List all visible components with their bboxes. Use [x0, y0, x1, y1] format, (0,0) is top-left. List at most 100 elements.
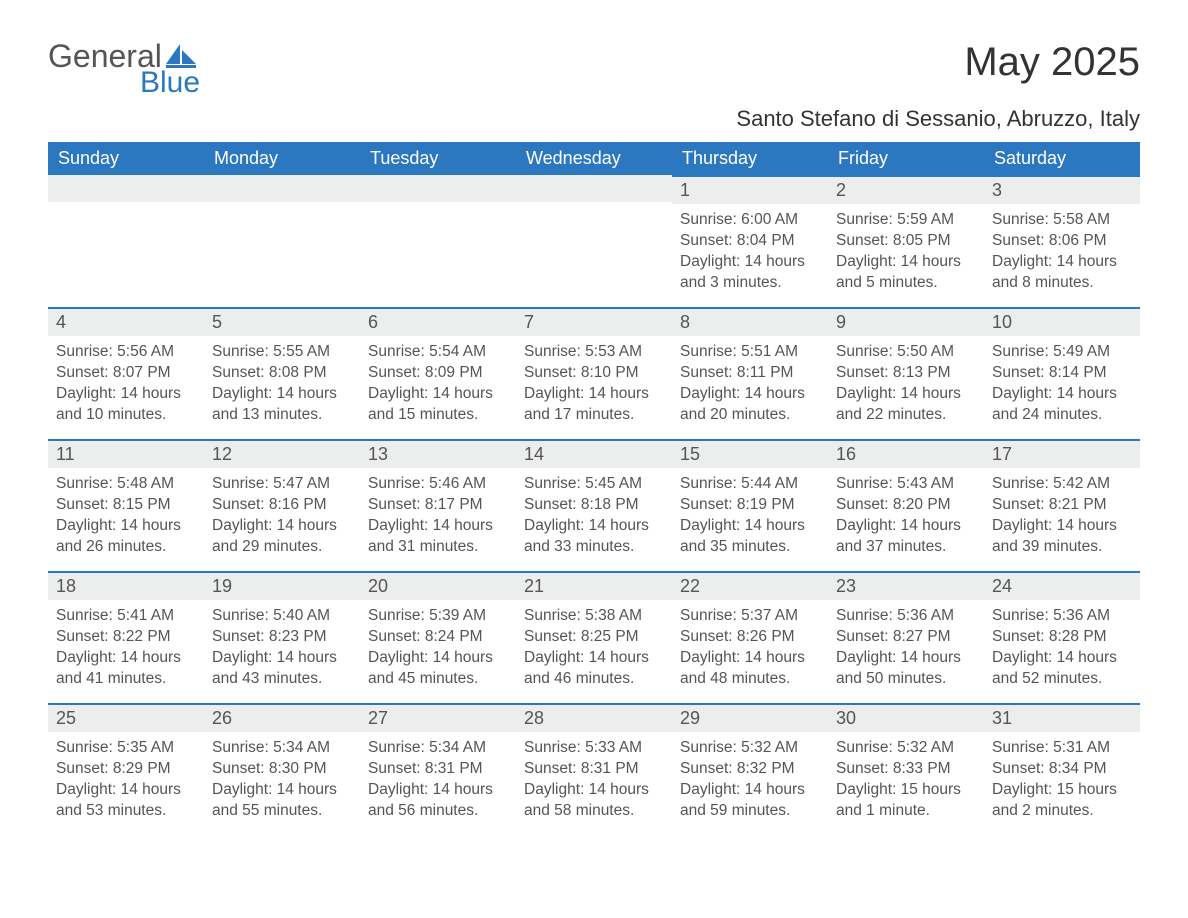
day-number: 13: [360, 441, 516, 468]
empty-day-bar: [360, 175, 516, 202]
sunset-line: Sunset: 8:19 PM: [680, 495, 820, 516]
sunrise-line: Sunrise: 5:32 AM: [836, 738, 976, 759]
day-number: 15: [672, 441, 828, 468]
calendar-cell: 6Sunrise: 5:54 AMSunset: 8:09 PMDaylight…: [360, 307, 516, 439]
day-number-bar: 6: [360, 307, 516, 336]
calendar-cell: 12Sunrise: 5:47 AMSunset: 8:16 PMDayligh…: [204, 439, 360, 571]
empty-day-number: [360, 175, 516, 202]
day-number: 25: [48, 705, 204, 732]
calendar-cell: [516, 175, 672, 307]
day-number-bar: 21: [516, 571, 672, 600]
sunrise-line: Sunrise: 5:56 AM: [56, 342, 196, 363]
day-number: 9: [828, 309, 984, 336]
calendar-cell: [48, 175, 204, 307]
day-content: Sunrise: 5:55 AMSunset: 8:08 PMDaylight:…: [204, 336, 360, 430]
sunrise-line: Sunrise: 5:59 AM: [836, 210, 976, 231]
sunrise-line: Sunrise: 5:34 AM: [212, 738, 352, 759]
day-content: Sunrise: 5:54 AMSunset: 8:09 PMDaylight:…: [360, 336, 516, 430]
day-content: Sunrise: 5:34 AMSunset: 8:30 PMDaylight:…: [204, 732, 360, 826]
day-number-bar: 29: [672, 703, 828, 732]
day-number-bar: 10: [984, 307, 1140, 336]
sunset-line: Sunset: 8:32 PM: [680, 759, 820, 780]
sunrise-line: Sunrise: 5:49 AM: [992, 342, 1132, 363]
sunset-line: Sunset: 8:05 PM: [836, 231, 976, 252]
daylight-line: Daylight: 14 hours and 55 minutes.: [212, 780, 352, 822]
day-number: 4: [48, 309, 204, 336]
calendar-cell: 13Sunrise: 5:46 AMSunset: 8:17 PMDayligh…: [360, 439, 516, 571]
day-number-bar: 27: [360, 703, 516, 732]
day-number: 3: [984, 177, 1140, 204]
weekday-header: Wednesday: [516, 142, 672, 175]
day-number-bar: 28: [516, 703, 672, 732]
calendar-cell: 18Sunrise: 5:41 AMSunset: 8:22 PMDayligh…: [48, 571, 204, 703]
sunrise-line: Sunrise: 5:43 AM: [836, 474, 976, 495]
day-number-bar: 8: [672, 307, 828, 336]
sunrise-line: Sunrise: 5:32 AM: [680, 738, 820, 759]
day-number-bar: 26: [204, 703, 360, 732]
calendar-cell: 21Sunrise: 5:38 AMSunset: 8:25 PMDayligh…: [516, 571, 672, 703]
day-number-bar: 19: [204, 571, 360, 600]
day-content: Sunrise: 5:56 AMSunset: 8:07 PMDaylight:…: [48, 336, 204, 430]
calendar-cell: [204, 175, 360, 307]
daylight-line: Daylight: 14 hours and 43 minutes.: [212, 648, 352, 690]
calendar-cell: 28Sunrise: 5:33 AMSunset: 8:31 PMDayligh…: [516, 703, 672, 835]
logo: General Blue: [48, 40, 200, 98]
sunset-line: Sunset: 8:10 PM: [524, 363, 664, 384]
day-number-bar: 14: [516, 439, 672, 468]
day-number: 22: [672, 573, 828, 600]
day-number: 2: [828, 177, 984, 204]
day-content: Sunrise: 5:31 AMSunset: 8:34 PMDaylight:…: [984, 732, 1140, 826]
sunset-line: Sunset: 8:23 PM: [212, 627, 352, 648]
day-number: 23: [828, 573, 984, 600]
sunrise-line: Sunrise: 5:38 AM: [524, 606, 664, 627]
sunrise-line: Sunrise: 5:33 AM: [524, 738, 664, 759]
sunrise-line: Sunrise: 5:39 AM: [368, 606, 508, 627]
daylight-line: Daylight: 15 hours and 2 minutes.: [992, 780, 1132, 822]
weekday-header-row: SundayMondayTuesdayWednesdayThursdayFrid…: [48, 142, 1140, 175]
daylight-line: Daylight: 14 hours and 22 minutes.: [836, 384, 976, 426]
location-text: Santo Stefano di Sessanio, Abruzzo, Ital…: [48, 106, 1140, 132]
daylight-line: Daylight: 14 hours and 52 minutes.: [992, 648, 1132, 690]
day-content: Sunrise: 5:59 AMSunset: 8:05 PMDaylight:…: [828, 204, 984, 298]
day-number: 7: [516, 309, 672, 336]
calendar-cell: 27Sunrise: 5:34 AMSunset: 8:31 PMDayligh…: [360, 703, 516, 835]
day-content: Sunrise: 5:42 AMSunset: 8:21 PMDaylight:…: [984, 468, 1140, 562]
day-number: 29: [672, 705, 828, 732]
daylight-line: Daylight: 14 hours and 10 minutes.: [56, 384, 196, 426]
sunset-line: Sunset: 8:18 PM: [524, 495, 664, 516]
calendar-cell: 19Sunrise: 5:40 AMSunset: 8:23 PMDayligh…: [204, 571, 360, 703]
daylight-line: Daylight: 14 hours and 53 minutes.: [56, 780, 196, 822]
day-number: 1: [672, 177, 828, 204]
sunset-line: Sunset: 8:26 PM: [680, 627, 820, 648]
weekday-header: Monday: [204, 142, 360, 175]
sunset-line: Sunset: 8:25 PM: [524, 627, 664, 648]
day-number-bar: 5: [204, 307, 360, 336]
calendar-table: SundayMondayTuesdayWednesdayThursdayFrid…: [48, 142, 1140, 835]
day-number-bar: 22: [672, 571, 828, 600]
daylight-line: Daylight: 14 hours and 17 minutes.: [524, 384, 664, 426]
day-number: 5: [204, 309, 360, 336]
calendar-cell: 14Sunrise: 5:45 AMSunset: 8:18 PMDayligh…: [516, 439, 672, 571]
sunrise-line: Sunrise: 6:00 AM: [680, 210, 820, 231]
daylight-line: Daylight: 14 hours and 13 minutes.: [212, 384, 352, 426]
sunset-line: Sunset: 8:31 PM: [368, 759, 508, 780]
sunset-line: Sunset: 8:14 PM: [992, 363, 1132, 384]
daylight-line: Daylight: 14 hours and 59 minutes.: [680, 780, 820, 822]
sunrise-line: Sunrise: 5:42 AM: [992, 474, 1132, 495]
day-content: Sunrise: 5:34 AMSunset: 8:31 PMDaylight:…: [360, 732, 516, 826]
day-number-bar: 11: [48, 439, 204, 468]
sunrise-line: Sunrise: 5:35 AM: [56, 738, 196, 759]
sunset-line: Sunset: 8:09 PM: [368, 363, 508, 384]
day-content: Sunrise: 5:53 AMSunset: 8:10 PMDaylight:…: [516, 336, 672, 430]
sunrise-line: Sunrise: 5:41 AM: [56, 606, 196, 627]
sunset-line: Sunset: 8:24 PM: [368, 627, 508, 648]
sunset-line: Sunset: 8:04 PM: [680, 231, 820, 252]
day-content: Sunrise: 5:48 AMSunset: 8:15 PMDaylight:…: [48, 468, 204, 562]
calendar-cell: 25Sunrise: 5:35 AMSunset: 8:29 PMDayligh…: [48, 703, 204, 835]
day-content: Sunrise: 5:45 AMSunset: 8:18 PMDaylight:…: [516, 468, 672, 562]
sunset-line: Sunset: 8:11 PM: [680, 363, 820, 384]
sunset-line: Sunset: 8:15 PM: [56, 495, 196, 516]
day-content: Sunrise: 5:33 AMSunset: 8:31 PMDaylight:…: [516, 732, 672, 826]
calendar-cell: 15Sunrise: 5:44 AMSunset: 8:19 PMDayligh…: [672, 439, 828, 571]
sunset-line: Sunset: 8:13 PM: [836, 363, 976, 384]
